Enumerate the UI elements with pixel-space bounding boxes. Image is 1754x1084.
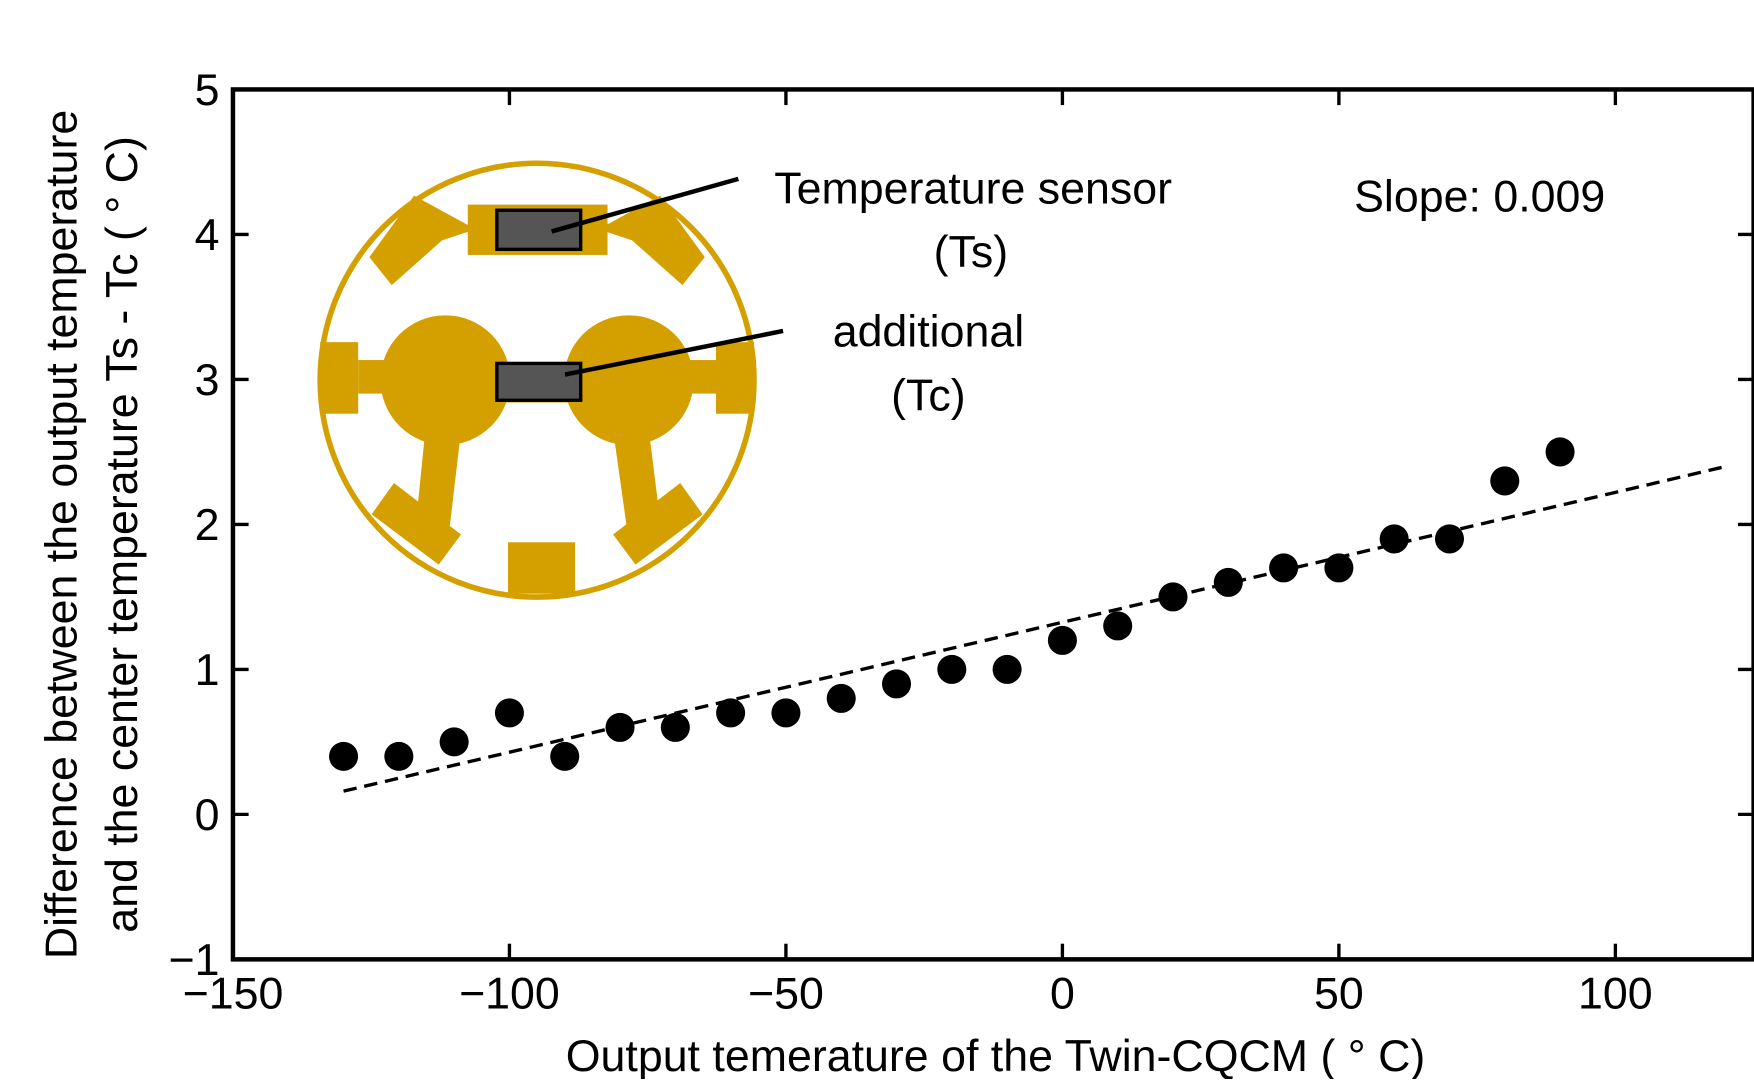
data-point <box>384 741 414 771</box>
y-tick-label: 5 <box>195 66 220 115</box>
data-point <box>605 712 635 742</box>
annotation: Slope: 0.009 <box>1354 172 1605 221</box>
data-point <box>1103 611 1133 641</box>
data-point <box>494 698 524 728</box>
y-tick-label: 2 <box>195 501 220 550</box>
y-tick-label: 3 <box>195 356 220 405</box>
y-tick-label: 4 <box>195 211 220 260</box>
fit-line <box>343 464 1727 793</box>
y-tick-label: 0 <box>195 791 220 840</box>
data-point <box>881 669 912 699</box>
x-axis-label: Output temerature of the Twin-CQCM ( ° C… <box>566 1032 1426 1079</box>
data-point <box>439 727 469 757</box>
data-point <box>1047 625 1077 655</box>
inset-diagram <box>317 160 784 600</box>
data-point <box>1379 524 1409 554</box>
annotation: (Ts) <box>934 228 1009 277</box>
x-tick-label: −150 <box>183 970 284 1019</box>
data-point <box>826 683 856 713</box>
annotation: Temperature sensor <box>774 165 1172 214</box>
data-point <box>992 654 1022 684</box>
y-axis-label: and the center temperature Ts - Tc ( ° C… <box>98 136 147 933</box>
x-tick-label: 50 <box>1314 970 1364 1019</box>
y-axis-label: Difference between the output temperatur… <box>37 110 86 959</box>
data-point <box>1158 582 1188 612</box>
x-tick-label: 0 <box>1050 970 1075 1019</box>
data-point <box>550 741 580 771</box>
data-point <box>1434 524 1465 554</box>
data-point <box>1269 553 1299 583</box>
y-tick-label: 1 <box>195 646 220 695</box>
annotation: (Tc) <box>891 371 966 420</box>
x-tick-label: −100 <box>459 970 560 1019</box>
data-point <box>660 712 690 742</box>
data-point <box>771 698 801 728</box>
data-point <box>1324 553 1354 583</box>
data-point <box>1490 466 1520 496</box>
data-point <box>329 741 359 771</box>
data-point <box>1545 437 1575 467</box>
x-tick-label: 100 <box>1578 970 1653 1019</box>
data-point <box>1213 567 1243 597</box>
y-tick-label: −1 <box>169 936 220 985</box>
data-point <box>716 698 746 728</box>
annotation: additional <box>833 308 1024 357</box>
x-tick-label: −50 <box>748 970 824 1019</box>
data-point <box>937 654 967 684</box>
